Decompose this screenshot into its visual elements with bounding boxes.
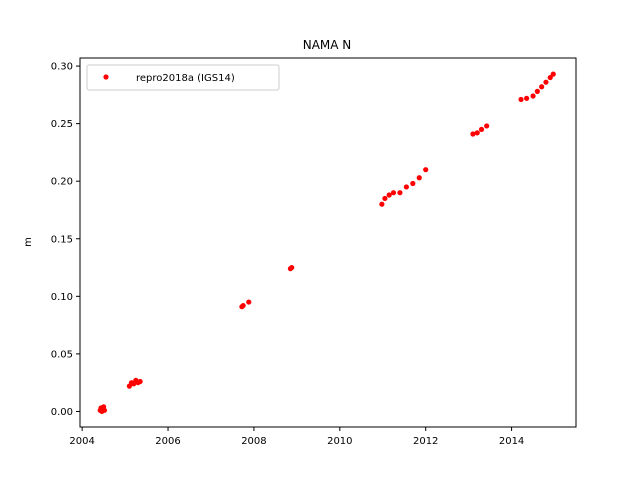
data-point — [547, 74, 553, 81]
y-tick-label: 0.15 — [51, 234, 73, 245]
data-point — [423, 167, 429, 173]
data-point — [382, 195, 388, 202]
y-axis-label: m — [23, 237, 34, 247]
chart-title: NAMA N — [303, 38, 352, 52]
y-tick-label: 0.20 — [51, 177, 73, 188]
y-tick-label: 0.00 — [51, 407, 73, 418]
data-point — [397, 190, 403, 196]
y-tick-label: 0.10 — [51, 292, 73, 303]
legend-box — [86, 64, 280, 91]
data-point — [530, 93, 536, 99]
data-point — [390, 190, 397, 196]
y-tick-label: 0.30 — [51, 62, 73, 73]
legend: repro2018a (IGS14) — [86, 64, 280, 91]
data-point — [240, 302, 246, 309]
data-point — [289, 264, 295, 271]
x-tick-label: 2004 — [69, 436, 94, 447]
data-point — [386, 192, 392, 198]
data-point — [137, 378, 143, 385]
x-tick-label: 2008 — [241, 436, 266, 447]
legend-label: repro2018a (IGS14) — [136, 73, 235, 84]
data-point — [246, 299, 252, 305]
x-tick-label: 2010 — [327, 436, 352, 447]
y-tick-label: 0.25 — [51, 119, 73, 130]
ticks-layer: 2004 2006 2008 2010 2012 2014 0.00 0.05 0.10 0.15… — [51, 62, 525, 447]
plot-area-frame — [79, 57, 577, 428]
data-point — [478, 126, 485, 132]
data-point — [474, 130, 480, 136]
data-point — [518, 96, 524, 103]
y-tick-label: 0.05 — [51, 349, 73, 360]
data-point — [543, 79, 549, 85]
legend-marker — [103, 74, 109, 80]
data-point — [379, 201, 385, 207]
data-point — [550, 71, 556, 77]
data-point — [101, 407, 108, 413]
data-point — [470, 131, 476, 137]
data-point — [403, 184, 409, 190]
data-point — [410, 180, 416, 187]
points-layer — [97, 71, 556, 415]
x-tick-label: 2006 — [155, 436, 180, 447]
data-point — [416, 175, 422, 181]
x-tick-label: 2014 — [499, 436, 524, 447]
data-point — [539, 84, 545, 90]
data-point — [524, 95, 530, 101]
data-point — [484, 123, 490, 129]
x-tick-label: 2012 — [413, 436, 438, 447]
data-point — [534, 88, 540, 94]
